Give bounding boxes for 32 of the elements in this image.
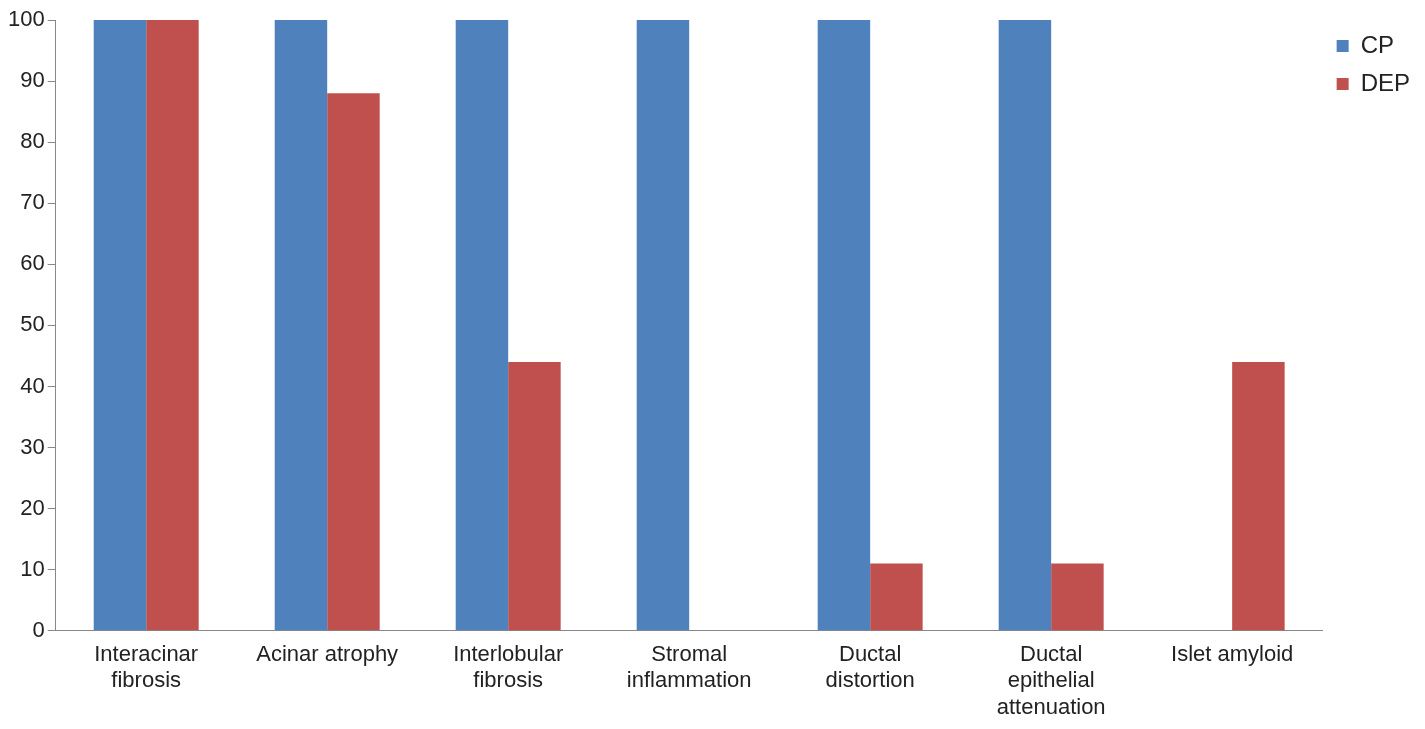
- x-tick-label: Interacinar fibrosis: [94, 641, 199, 693]
- y-tick-label: 70: [20, 189, 45, 215]
- y-tick-label: 20: [20, 494, 45, 520]
- y-tick-label: 100: [7, 6, 45, 32]
- x-tick-label: Ductal epithelial attenuation: [996, 641, 1106, 719]
- y-tick-label: 10: [20, 555, 45, 581]
- bar: [870, 563, 923, 631]
- y-tick-label: 40: [20, 372, 45, 398]
- bar: [1232, 362, 1285, 631]
- y-tick-label: 30: [20, 433, 45, 459]
- bar: [146, 20, 199, 631]
- y-tick-label: 0: [32, 616, 45, 642]
- x-tick-label: Ductal distortion: [825, 641, 915, 693]
- bar: [455, 20, 509, 631]
- x-tick-label: Islet amyloid: [1171, 641, 1294, 667]
- x-tick-label: Stromal inflammation: [626, 641, 752, 693]
- bar: [998, 20, 1052, 631]
- y-tick-label: 50: [20, 311, 45, 337]
- bar: [1051, 563, 1104, 631]
- bar: [508, 362, 561, 631]
- x-tick-label: Interlobular fibrosis: [453, 641, 564, 693]
- bar: [93, 20, 147, 631]
- legend-label: CP: [1360, 30, 1394, 58]
- bar: [636, 20, 690, 631]
- y-tick-label: 90: [20, 67, 45, 93]
- legend-label: DEP: [1360, 68, 1411, 96]
- bar: [817, 20, 871, 631]
- y-tick-label: 80: [20, 128, 45, 154]
- y-tick-label: 60: [20, 250, 45, 276]
- x-tick-label: Acinar atrophy: [256, 641, 399, 667]
- bar: [327, 93, 380, 631]
- bar: [274, 20, 328, 631]
